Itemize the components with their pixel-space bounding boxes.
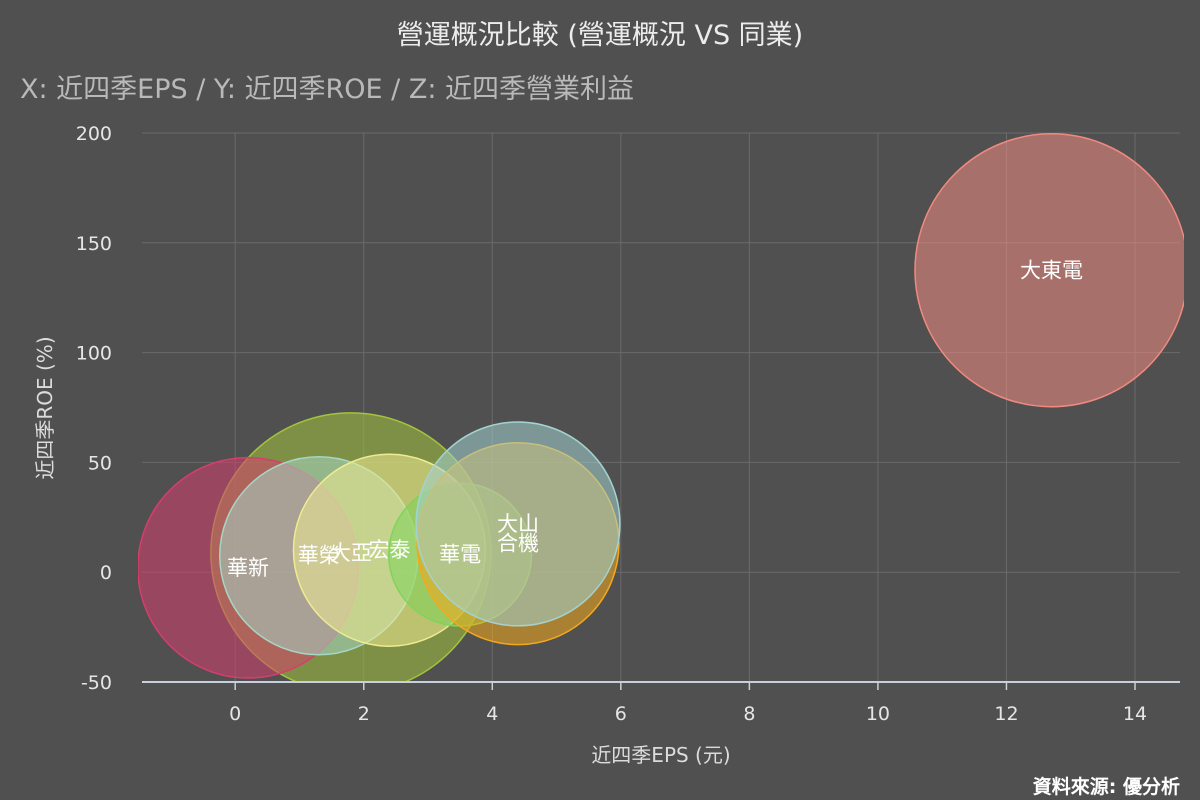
y-axis-label: 近四季ROE (%) — [33, 336, 57, 479]
chart-title: 營運概況比較 (營運概況 VS 同業) — [397, 20, 803, 51]
bubble-label: 華榮 — [298, 544, 340, 568]
x-tick-label: 6 — [615, 703, 627, 725]
bubble-label: 大東電 — [1020, 258, 1083, 282]
x-tick-label: 10 — [866, 703, 890, 725]
x-tick-label: 0 — [229, 703, 241, 725]
bubble-label: 華新 — [227, 556, 269, 580]
y-tick-label: 100 — [76, 343, 112, 365]
x-tick-label: 8 — [743, 703, 755, 725]
bubble-label: 合機 — [497, 532, 539, 556]
x-tick-labels: 0 2 4 6 8 10 12 14 — [229, 682, 1147, 725]
y-tick-label: 200 — [76, 123, 112, 145]
bubble-label: 華電 — [439, 543, 481, 567]
y-tick-label: 50 — [88, 452, 112, 474]
chart-subtitle: X: 近四季EPS / Y: 近四季ROE / Z: 近四季營業利益 — [20, 74, 634, 105]
y-tick-label: 0 — [100, 562, 112, 584]
bubble-layer — [138, 133, 1188, 682]
bubble-大東電[interactable] — [914, 133, 1188, 408]
x-tick-label: 12 — [994, 703, 1018, 725]
x-tick-label: 14 — [1123, 703, 1147, 725]
x-axis-label: 近四季EPS (元) — [591, 743, 730, 767]
data-source-credit: 資料來源: 優分析 — [1033, 775, 1180, 798]
bubble-大山[interactable] — [415, 421, 621, 627]
y-tick-label: -50 — [81, 672, 112, 694]
bubble-label: 宏泰 — [368, 538, 410, 562]
y-tick-label: 150 — [76, 233, 112, 255]
x-tick-label: 4 — [486, 703, 498, 725]
y-tick-labels: -50 0 50 100 150 200 — [76, 123, 112, 694]
bubble-label: 大亞 — [330, 541, 372, 565]
bubble-label: 大山 — [497, 512, 539, 536]
x-tick-label: 2 — [358, 703, 370, 725]
